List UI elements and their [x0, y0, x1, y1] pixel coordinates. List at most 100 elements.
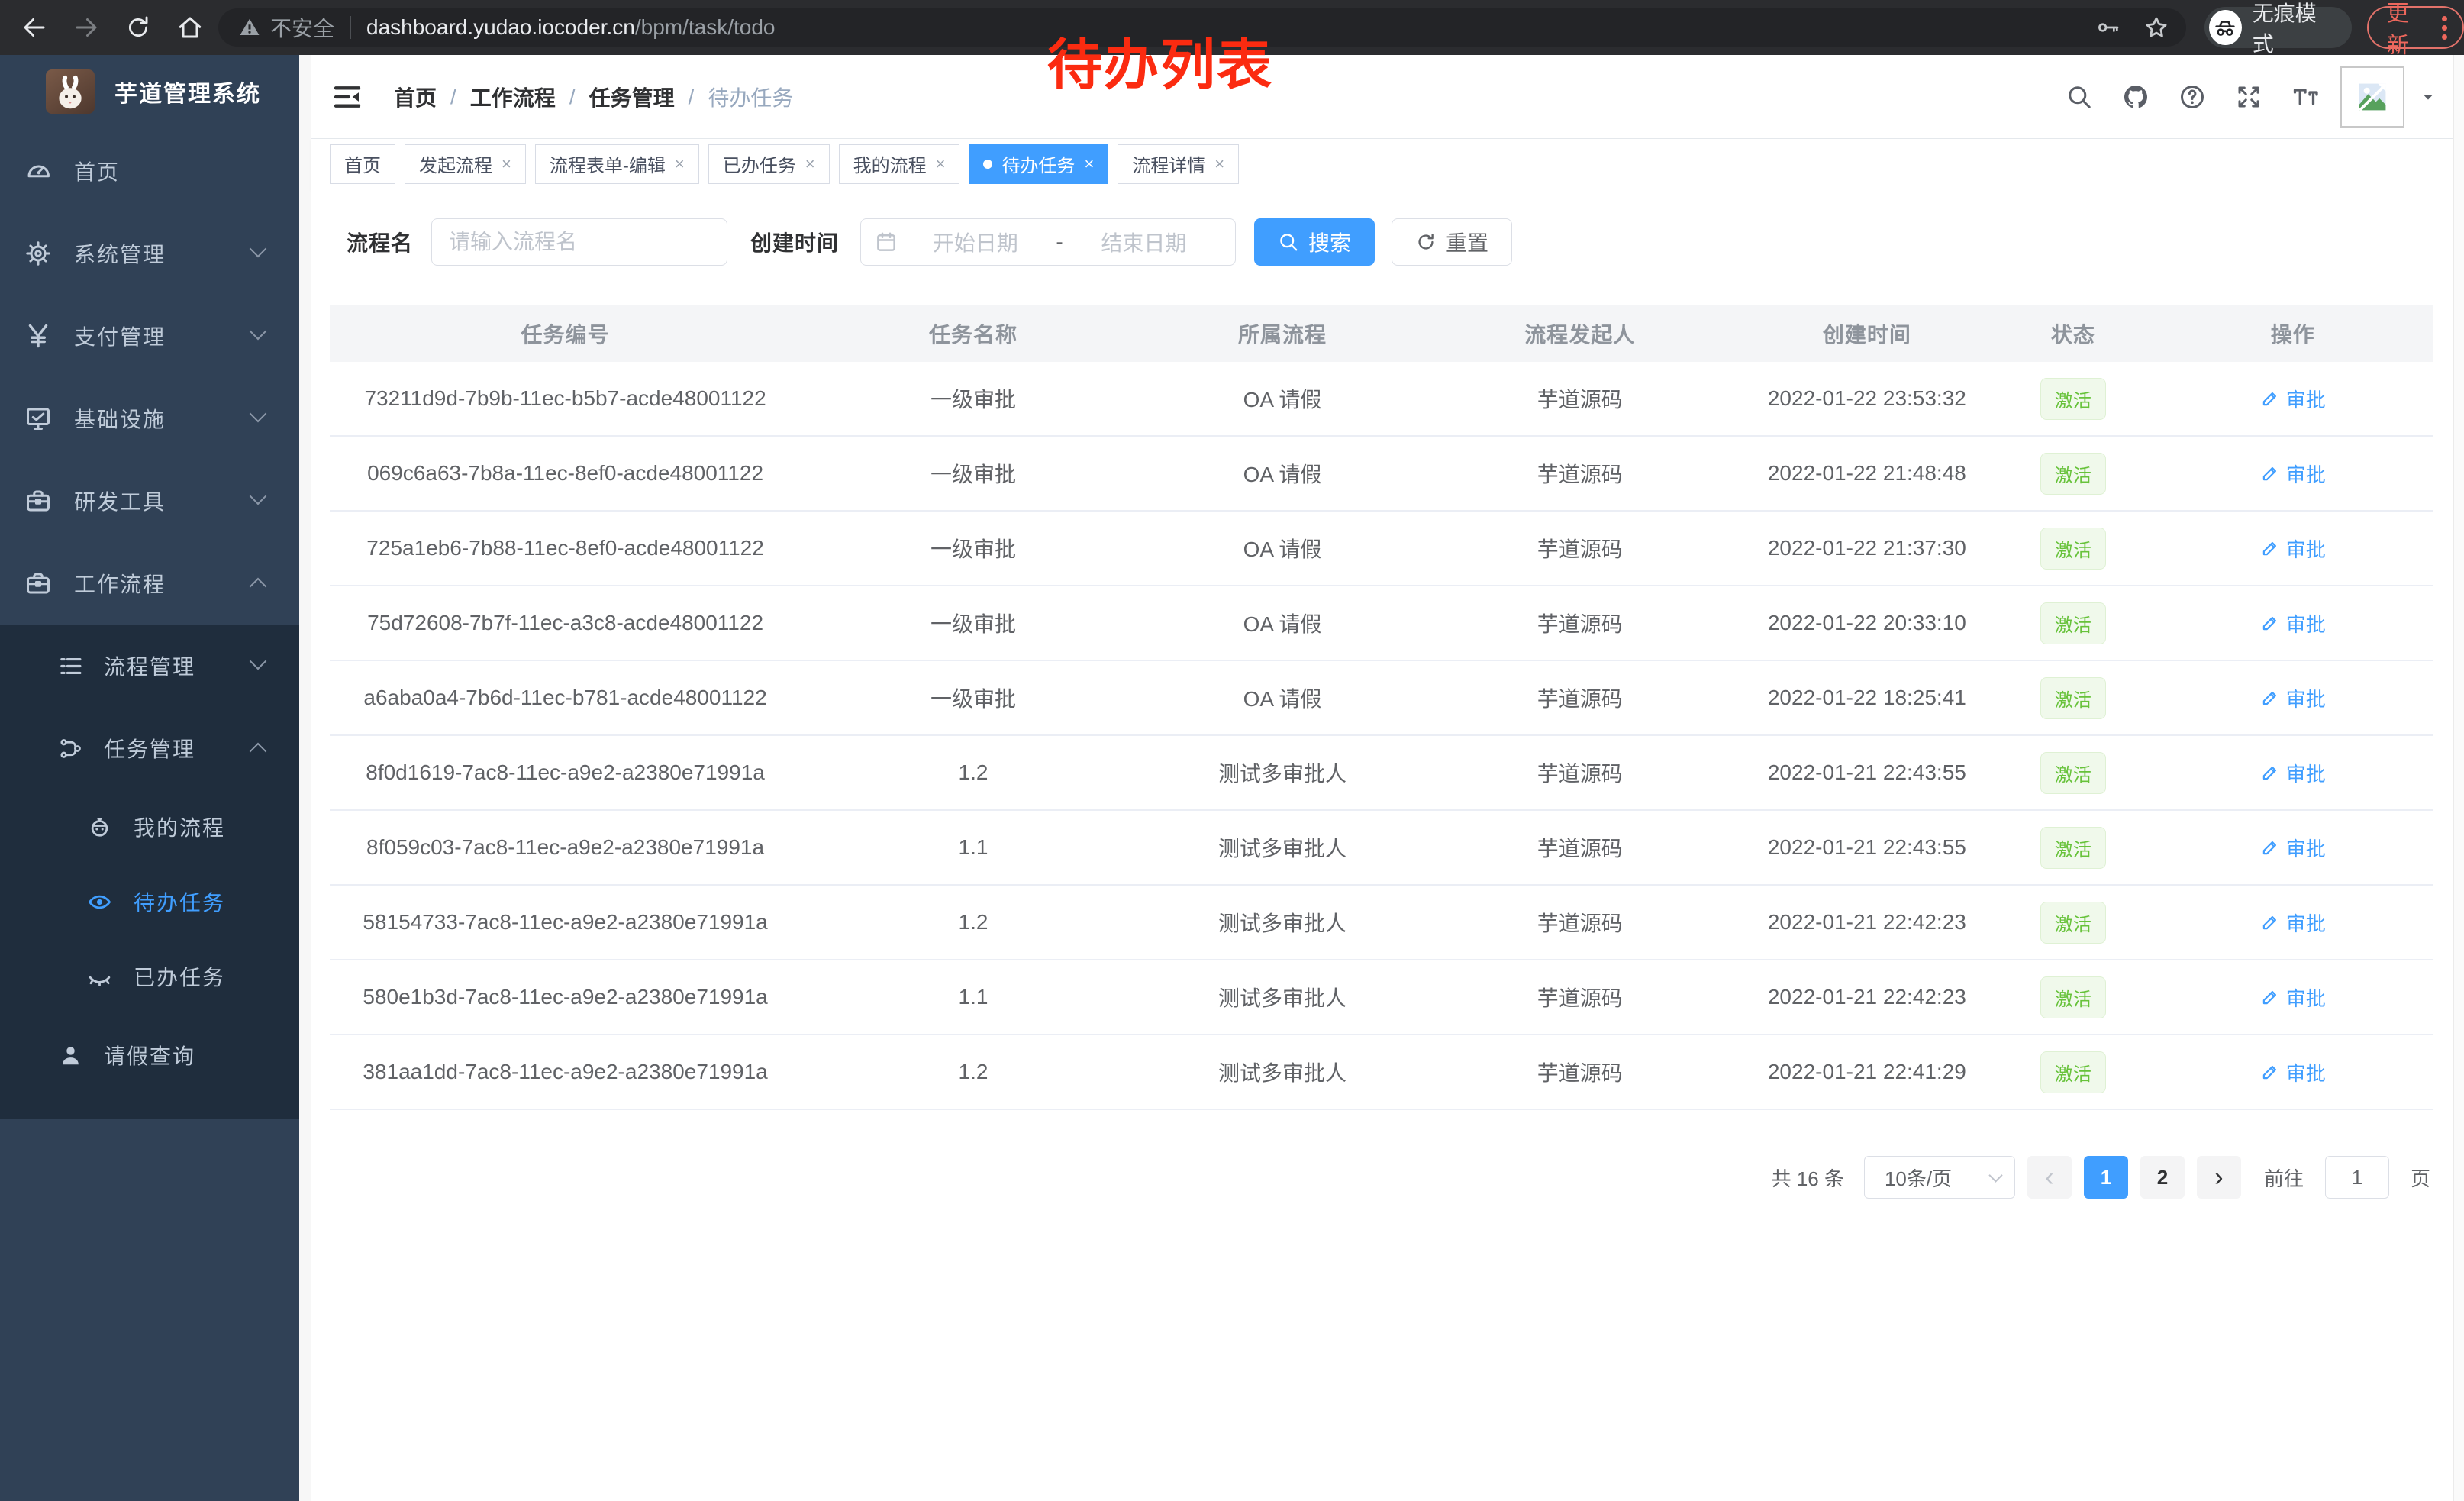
goto-page-input[interactable]: [2324, 1156, 2389, 1199]
reload-icon[interactable]: [124, 13, 153, 42]
breadcrumb-workflow[interactable]: 工作流程: [469, 86, 556, 110]
password-key-icon[interactable]: [2096, 15, 2121, 40]
next-page-button[interactable]: ›: [2196, 1156, 2241, 1199]
browser-update-button[interactable]: 更新: [2366, 2, 2464, 58]
bookmark-star-icon[interactable]: [2143, 15, 2169, 40]
forward-icon[interactable]: [72, 13, 101, 42]
table-row: 580e1b3d-7ac8-11ec-a9e2-a2380e71991a 1.1…: [330, 960, 2433, 1035]
approve-button[interactable]: 审批: [2260, 1058, 2326, 1086]
pagination: 共 16 条 10条/页 ‹ 1 2 › 前往 页: [330, 1156, 2432, 1199]
sidebar-scrollbar[interactable]: [299, 55, 311, 1501]
page-button-1[interactable]: 1: [2083, 1156, 2128, 1199]
home-icon[interactable]: [176, 13, 205, 42]
help-icon[interactable]: [2179, 83, 2206, 111]
status-badge: 激活: [2040, 676, 2106, 719]
close-icon[interactable]: ×: [674, 153, 685, 173]
sidebar-item-workflow[interactable]: 工作流程: [0, 542, 299, 625]
edit-icon: [2260, 987, 2280, 1007]
table-row: 75d72608-7b7f-11ec-a3c8-acde48001122 一级审…: [330, 586, 2433, 661]
app-logo-row[interactable]: 芋道管理系统: [0, 55, 299, 128]
url-text: dashboard.yudao.iocoder.cn/bpm/task/todo: [366, 15, 775, 40]
approve-button[interactable]: 审批: [2260, 460, 2326, 488]
table-row: 8f059c03-7ac8-11ec-a9e2-a2380e71991a 1.1…: [330, 811, 2433, 886]
approve-button[interactable]: 审批: [2260, 909, 2326, 937]
close-icon[interactable]: ×: [502, 153, 511, 173]
breadcrumb-home[interactable]: 首页: [394, 86, 437, 110]
omnibox-divider: [350, 16, 352, 39]
edit-icon: [2260, 1062, 2280, 1082]
status-badge: 激活: [2040, 527, 2106, 570]
fullscreen-icon[interactable]: [2235, 83, 2262, 111]
chevron-down-icon: [249, 240, 267, 258]
tab-home[interactable]: 首页: [330, 144, 395, 184]
date-range-picker[interactable]: 开始日期 - 结束日期: [860, 218, 1237, 266]
eye-closed-icon: [87, 964, 112, 989]
approve-button[interactable]: 审批: [2260, 609, 2326, 638]
tab-process-detail[interactable]: 流程详情 ×: [1118, 144, 1240, 184]
app-logo: [46, 69, 95, 114]
back-icon[interactable]: [20, 13, 49, 42]
status-badge: 激活: [2040, 976, 2106, 1018]
avatar[interactable]: [2340, 66, 2404, 128]
close-icon[interactable]: ×: [935, 153, 946, 173]
tab-my-process[interactable]: 我的流程 ×: [838, 144, 960, 184]
edit-icon: [2260, 613, 2280, 633]
tab-start-process[interactable]: 发起流程 ×: [405, 144, 526, 184]
sidebar-item-leave-query[interactable]: 请假查询: [0, 1014, 299, 1096]
breadcrumb-task-management[interactable]: 任务管理: [589, 86, 675, 110]
avatar-caret-down-icon[interactable]: [2420, 89, 2437, 105]
sidebar-item-todo-tasks[interactable]: 待办任务: [0, 864, 299, 939]
sidebar-item-system-management[interactable]: 系统管理: [0, 212, 299, 295]
sidebar-item-done-tasks[interactable]: 已办任务: [0, 939, 299, 1014]
font-size-icon[interactable]: [2291, 83, 2319, 111]
address-bar[interactable]: 不安全 dashboard.yudao.iocoder.cn/bpm/task/…: [218, 8, 2186, 47]
close-icon[interactable]: ×: [1084, 153, 1095, 173]
incognito-badge: 无痕模式: [2204, 2, 2352, 56]
browser-toolbar: 不安全 dashboard.yudao.iocoder.cn/bpm/task/…: [0, 0, 2464, 58]
approve-button[interactable]: 审批: [2260, 684, 2326, 712]
incognito-icon: [2209, 10, 2242, 45]
chevron-down-icon: [249, 487, 267, 505]
goto-label: 前往: [2263, 1167, 2304, 1190]
reset-button[interactable]: 重置: [1392, 218, 1513, 266]
page-size-select[interactable]: 10条/页: [1863, 1156, 2015, 1199]
sidebar-item-dev-tools[interactable]: 研发工具: [0, 460, 299, 542]
search-icon[interactable]: [2066, 83, 2093, 111]
page-scrollbar[interactable]: [2453, 55, 2464, 1501]
approve-button[interactable]: 审批: [2260, 759, 2326, 787]
dashboard-icon: [24, 157, 52, 185]
workflow-submenu: 流程管理 任务管理 我的流程 待办任务 已办: [0, 625, 299, 1119]
sidebar-item-process-management[interactable]: 流程管理: [0, 625, 299, 707]
table-row: 58154733-7ac8-11ec-a9e2-a2380e71991a 1.2…: [330, 886, 2433, 960]
sidebar-collapse-icon[interactable]: [330, 82, 365, 112]
tab-todo-tasks[interactable]: 待办任务 ×: [969, 144, 1109, 184]
process-name-label: 流程名: [347, 231, 414, 255]
user-icon: [58, 1043, 83, 1068]
status-badge: 激活: [2040, 751, 2106, 794]
approve-button[interactable]: 审批: [2260, 534, 2326, 563]
approve-button[interactable]: 审批: [2260, 834, 2326, 862]
security-label: 不安全: [270, 17, 335, 40]
page-button-2[interactable]: 2: [2140, 1156, 2185, 1199]
sidebar-item-task-management[interactable]: 任务管理: [0, 707, 299, 789]
sidebar-item-payment-management[interactable]: 支付管理: [0, 295, 299, 377]
status-badge: 激活: [2040, 452, 2106, 495]
breadcrumb-current: 待办任务: [708, 86, 794, 110]
close-icon[interactable]: ×: [1214, 153, 1225, 173]
sidebar-item-home[interactable]: 首页: [0, 130, 299, 212]
status-badge: 激活: [2040, 377, 2106, 420]
approve-button[interactable]: 审批: [2260, 983, 2326, 1012]
sidebar-item-my-process[interactable]: 我的流程: [0, 789, 299, 864]
calendar-icon: [875, 231, 898, 253]
github-icon[interactable]: [2122, 83, 2150, 111]
prev-page-button[interactable]: ‹: [2027, 1156, 2072, 1199]
close-icon[interactable]: ×: [805, 153, 815, 173]
tab-process-form-edit[interactable]: 流程表单-编辑 ×: [534, 144, 699, 184]
sidebar-menu: 首页 系统管理 支付管理 基础设施 研发工具: [0, 128, 299, 1119]
search-button[interactable]: 搜索: [1254, 218, 1376, 266]
sidebar-item-infrastructure[interactable]: 基础设施: [0, 377, 299, 460]
browser-menu-icon[interactable]: [2439, 13, 2450, 43]
process-name-input[interactable]: [431, 218, 728, 266]
tab-done-tasks[interactable]: 已办任务 ×: [708, 144, 830, 184]
approve-button[interactable]: 审批: [2260, 385, 2326, 413]
